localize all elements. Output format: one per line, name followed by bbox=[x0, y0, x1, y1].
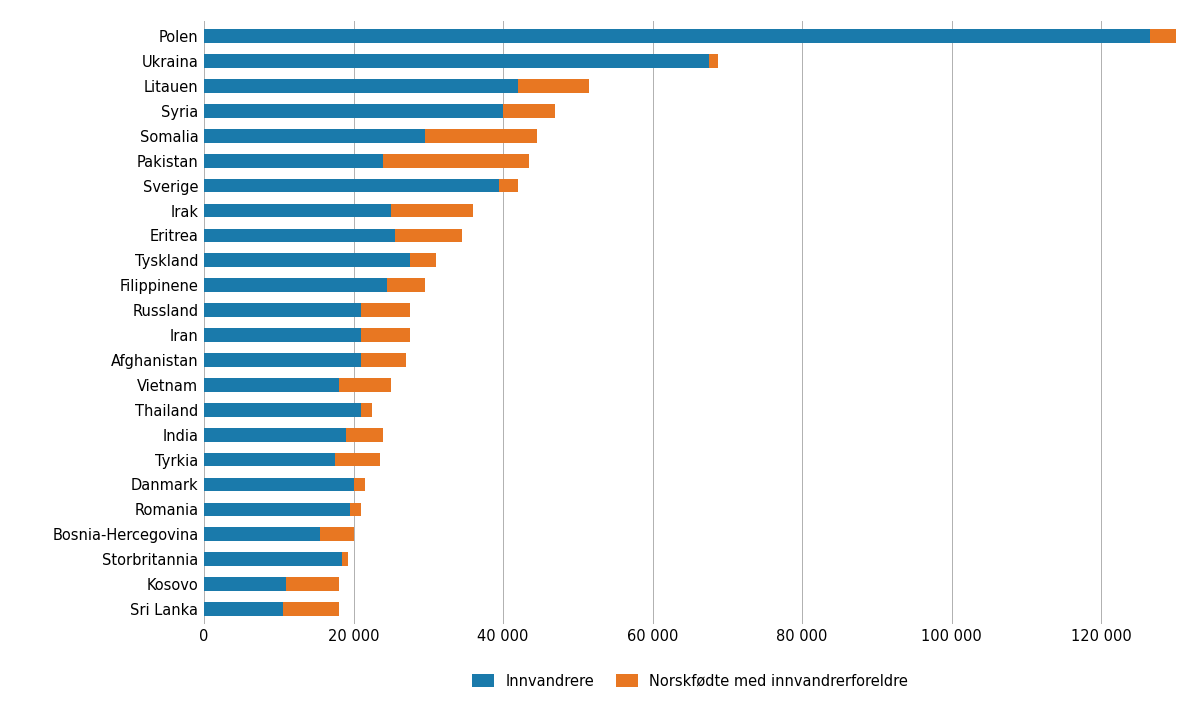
Bar bbox=[282, 602, 338, 616]
Bar bbox=[346, 428, 384, 442]
Bar bbox=[709, 55, 718, 68]
Bar bbox=[204, 403, 361, 417]
Bar bbox=[342, 552, 348, 566]
Bar bbox=[204, 154, 384, 167]
Bar bbox=[338, 378, 391, 391]
Bar bbox=[204, 478, 354, 491]
Bar bbox=[204, 303, 361, 317]
Bar bbox=[204, 503, 350, 516]
Bar bbox=[204, 453, 335, 467]
Bar bbox=[204, 79, 518, 93]
Bar bbox=[409, 254, 436, 267]
Bar bbox=[204, 29, 1150, 43]
Bar bbox=[503, 104, 556, 118]
Bar bbox=[204, 179, 499, 192]
Bar bbox=[361, 353, 406, 367]
Bar bbox=[391, 203, 473, 218]
Bar bbox=[287, 577, 338, 591]
Bar bbox=[204, 254, 409, 267]
Bar bbox=[204, 527, 320, 541]
Bar bbox=[354, 478, 365, 491]
Bar bbox=[384, 154, 529, 167]
Bar bbox=[361, 328, 409, 342]
Bar bbox=[395, 228, 462, 242]
Bar bbox=[204, 428, 346, 442]
Bar bbox=[350, 503, 361, 516]
Legend: Innvandrere, Norskfødte med innvandrerforeldre: Innvandrere, Norskfødte med innvandrerfo… bbox=[472, 674, 908, 689]
Bar bbox=[204, 552, 342, 566]
Bar bbox=[499, 179, 518, 192]
Bar bbox=[204, 602, 282, 616]
Bar bbox=[204, 203, 391, 218]
Bar bbox=[204, 353, 361, 367]
Bar bbox=[335, 453, 379, 467]
Bar bbox=[204, 129, 425, 143]
Bar bbox=[204, 328, 361, 342]
Bar bbox=[518, 79, 589, 93]
Bar bbox=[1150, 29, 1200, 43]
Bar bbox=[204, 577, 287, 591]
Bar bbox=[388, 279, 425, 292]
Bar bbox=[204, 104, 503, 118]
Bar bbox=[361, 403, 372, 417]
Bar bbox=[204, 55, 709, 68]
Bar bbox=[204, 228, 395, 242]
Bar bbox=[425, 129, 536, 143]
Bar bbox=[204, 378, 338, 391]
Bar bbox=[361, 303, 409, 317]
Bar bbox=[320, 527, 354, 541]
Bar bbox=[204, 279, 388, 292]
